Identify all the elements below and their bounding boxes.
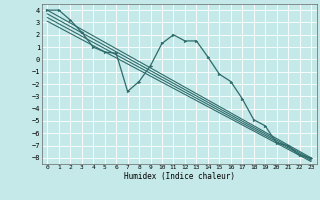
X-axis label: Humidex (Indice chaleur): Humidex (Indice chaleur) — [124, 172, 235, 181]
